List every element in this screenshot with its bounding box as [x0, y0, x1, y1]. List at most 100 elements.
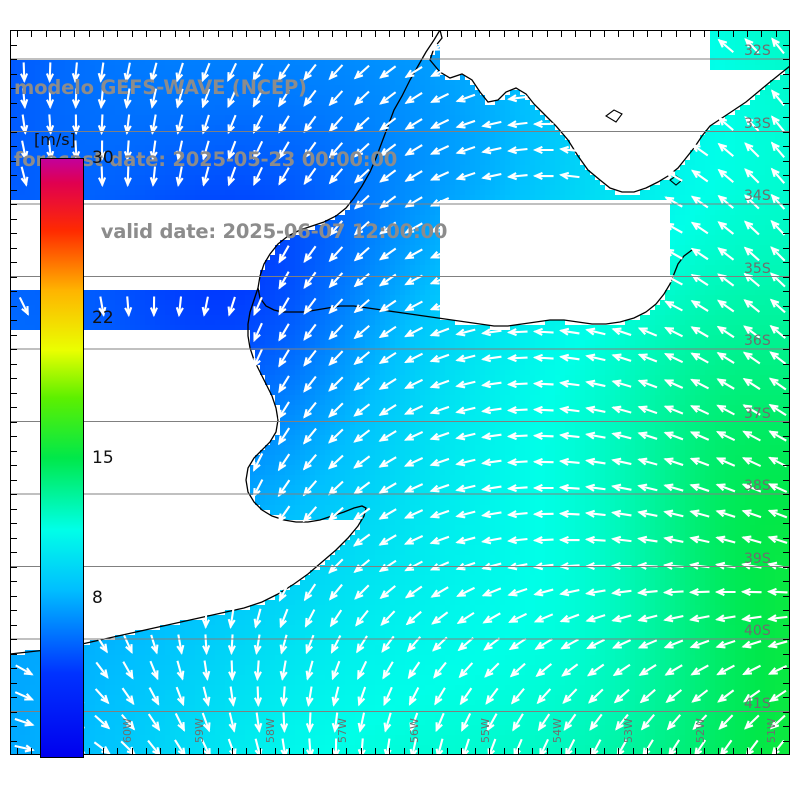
tick-bottom — [546, 748, 548, 755]
colorbar-gradient — [40, 158, 84, 758]
tick-left — [10, 218, 17, 220]
tick-top — [131, 30, 133, 37]
tick-bottom — [589, 748, 591, 755]
tick-left — [10, 334, 17, 336]
tick-right — [783, 407, 790, 408]
map-plot-area[interactable] — [10, 30, 790, 755]
tick-bottom — [718, 748, 720, 755]
tick-bottom — [661, 748, 663, 755]
tick-left — [10, 537, 17, 539]
lon-label-54W: 54W — [550, 718, 564, 743]
lat-label-41S: 41S — [744, 695, 771, 712]
tick-right — [783, 262, 790, 263]
tick-left — [10, 581, 17, 582]
tick-left — [10, 508, 17, 510]
colorbar-unit-label: [m/s] — [34, 130, 76, 149]
lon-label-51W: 51W — [765, 718, 779, 743]
tick-left — [10, 697, 17, 698]
tick-left — [10, 450, 17, 452]
tick-right — [783, 523, 790, 524]
tick-top — [689, 30, 691, 37]
lon-label-58W: 58W — [264, 718, 278, 743]
tick-bottom — [374, 748, 376, 755]
lat-label-40S: 40S — [744, 623, 771, 639]
tick-right — [783, 566, 790, 568]
tick-top — [460, 30, 462, 37]
lat-label-38S: 38S — [744, 478, 771, 494]
tick-top — [31, 30, 33, 37]
tick-bottom — [561, 748, 562, 755]
colorbar: [m/s] 30 22 15 8 — [34, 130, 114, 758]
tick-right — [783, 146, 790, 147]
tick-top — [317, 30, 319, 37]
tick-top — [274, 30, 276, 37]
tick-bottom — [332, 748, 334, 755]
tick-top — [417, 30, 419, 37]
lon-label-53W: 53W — [622, 718, 636, 743]
tick-top — [603, 30, 605, 37]
tick-top — [775, 30, 777, 37]
tick-top — [389, 30, 391, 37]
tick-bottom — [532, 748, 534, 755]
tick-left — [10, 711, 17, 713]
tick-right — [783, 697, 790, 698]
tick-top — [503, 30, 505, 37]
tick-left — [10, 494, 17, 495]
tick-left — [10, 349, 17, 350]
tick-right — [783, 740, 790, 742]
tick-right — [783, 131, 790, 133]
tick-bottom — [518, 748, 520, 755]
tick-top — [188, 30, 190, 37]
tick-left — [10, 175, 17, 176]
tick-right — [783, 320, 790, 321]
tick-left — [10, 566, 17, 568]
tick-left — [10, 146, 17, 147]
tick-bottom — [346, 748, 348, 755]
tick-top — [704, 30, 706, 37]
tick-right — [783, 44, 790, 46]
tick-left — [10, 595, 17, 597]
tick-bottom — [747, 748, 749, 755]
tick-bottom — [317, 748, 319, 755]
tick-right — [783, 682, 790, 684]
tick-bottom — [475, 748, 477, 755]
tick-right — [783, 726, 790, 727]
tick-bottom — [174, 748, 176, 755]
tick-top — [17, 30, 19, 37]
tick-top — [88, 30, 90, 37]
tick-right — [783, 189, 790, 191]
tick-bottom — [503, 748, 505, 755]
tick-right — [783, 595, 790, 597]
tick-left — [10, 668, 17, 669]
tick-bottom — [360, 748, 362, 755]
colorbar-gradient-fill — [41, 159, 83, 757]
tick-top — [518, 30, 520, 37]
tick-top — [45, 30, 47, 37]
tick-top — [260, 30, 262, 37]
tick-left — [10, 552, 17, 553]
tick-top — [103, 30, 105, 37]
tick-top — [174, 30, 176, 37]
lat-label-33S: 33S — [744, 115, 771, 132]
tick-right — [783, 247, 790, 249]
tick-bottom — [117, 748, 119, 755]
tick-right — [783, 218, 790, 220]
tick-bottom — [403, 748, 405, 755]
lon-label-59W: 59W — [192, 718, 206, 743]
tick-left — [10, 305, 17, 307]
tick-left — [10, 276, 17, 278]
tick-bottom — [761, 748, 763, 755]
tick-left — [10, 392, 17, 394]
tick-top — [203, 30, 205, 37]
tick-left — [10, 465, 17, 466]
tick-top — [217, 30, 219, 37]
tick-bottom — [289, 748, 291, 755]
lon-label-60W: 60W — [121, 718, 135, 743]
tick-top — [718, 30, 720, 37]
tick-top — [675, 30, 677, 37]
tick-right — [783, 552, 790, 553]
tick-left — [10, 436, 17, 437]
tick-left — [10, 639, 17, 640]
tick-bottom — [88, 748, 90, 755]
tick-left — [10, 102, 17, 104]
